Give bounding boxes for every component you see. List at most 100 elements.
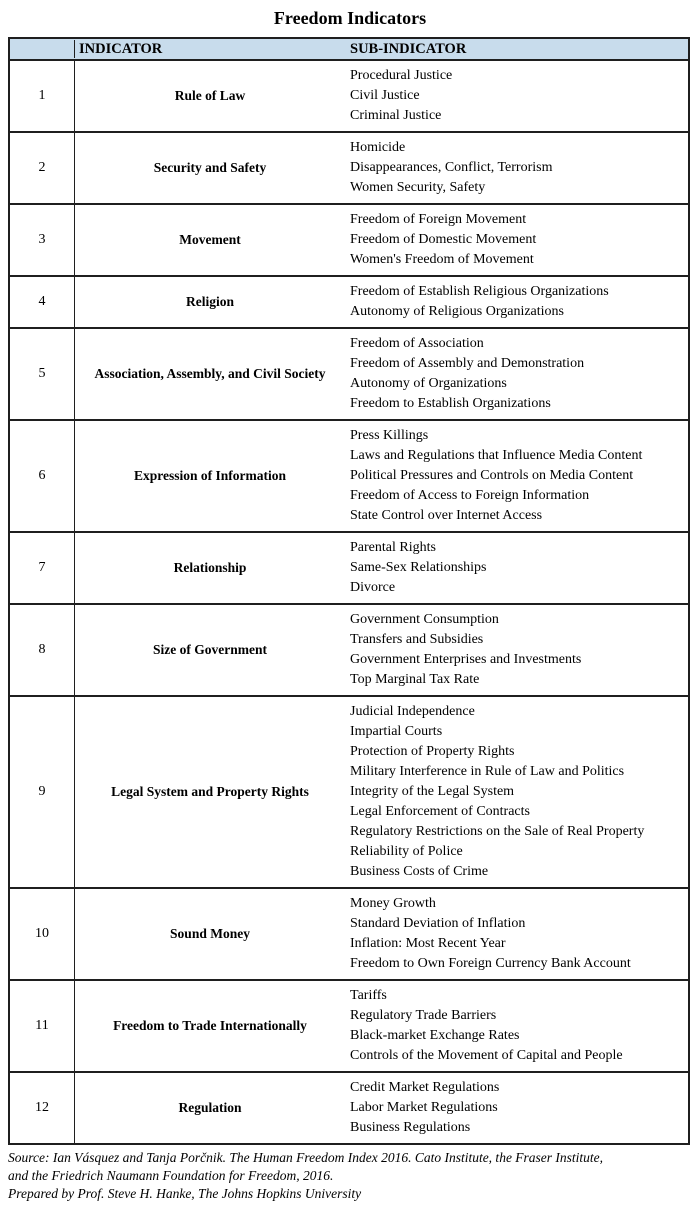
sub-indicator-cell: Freedom of Association Freedom of Assembl… <box>345 329 688 419</box>
sub-indicator-item: Freedom of Domestic Movement <box>350 232 537 247</box>
sub-indicator-item: Judicial Independence <box>350 704 475 719</box>
sub-indicator-item: Same-Sex Relationships <box>350 560 487 575</box>
sub-indicator-item: Controls of the Movement of Capital and … <box>350 1048 623 1063</box>
indicator-cell: Association, Assembly, and Civil Society <box>94 366 326 381</box>
indicator-cell: Expression of Information <box>133 468 286 483</box>
sub-indicator-item: Women Security, Safety <box>350 180 486 195</box>
sub-indicator-item: Transfers and Subsidies <box>350 632 484 647</box>
table-row: 10 Sound Money Money Growth Standard Deviat… <box>10 889 688 981</box>
sub-indicator-cell: Money Growth Standard Deviation of Inflat… <box>345 889 688 979</box>
table-row: 8 Size of Government Government Consumptio… <box>10 605 688 697</box>
sub-indicator-item: Procedural Justice <box>350 68 453 83</box>
row-number: 11 <box>10 981 75 1071</box>
sub-indicator-item: Military Interference in Rule of Law and… <box>350 764 625 779</box>
sub-indicator-cell: Press Killings Laws and Regulations that … <box>345 421 688 531</box>
indicator-cell: Freedom to Trade Internationally <box>113 1018 307 1033</box>
prepared-by-note: Prepared by Prof. Steve H. Hanke, The Jo… <box>8 1186 362 1201</box>
sub-indicator-item: Standard Deviation of Inflation <box>350 916 526 931</box>
table-row: 4 Religion Freedom of Establish Religious … <box>10 277 688 329</box>
header-number-cell <box>10 40 75 58</box>
row-number: 9 <box>10 697 75 887</box>
sub-indicator-cell: Government Consumption Transfers and Subs… <box>345 605 688 695</box>
table-row: 7 Relationship Parental Rights Same-Sex Rel… <box>10 533 688 605</box>
table-body: 1 Rule of Law Procedural Justice Civil Just… <box>10 61 688 1143</box>
sub-indicator-item: Disappearances, Conflict, Terrorism <box>350 160 553 175</box>
header-sub-indicator-cell: SUB-INDICATOR <box>350 41 467 57</box>
indicator-cell: Relationship <box>173 560 247 575</box>
indicator-cell: Legal System and Property Rights <box>111 784 309 799</box>
sub-indicator-item: Press Killings <box>350 428 429 443</box>
sub-indicator-item: Labor Market Regulations <box>350 1100 498 1115</box>
sub-indicator-item: Regulatory Trade Barriers <box>350 1008 497 1023</box>
sub-indicator-item: Autonomy of Religious Organizations <box>350 304 564 319</box>
sub-indicator-item: Business Costs of Crime <box>350 864 489 879</box>
sub-indicator-item: Freedom of Foreign Movement <box>350 212 527 227</box>
sub-indicator-item: Black-market Exchange Rates <box>350 1028 520 1043</box>
sub-indicator-item: Freedom of Access to Foreign Information <box>350 488 590 503</box>
sub-indicator-item: Autonomy of Organizations <box>350 376 507 391</box>
sub-indicator-item: Integrity of the Legal System <box>350 784 515 799</box>
table-header-row: INDICATOR SUB-INDICATOR <box>10 39 688 61</box>
sub-indicator-item: Freedom to Establish Organizations <box>350 396 551 411</box>
indicator-cell: Regulation <box>178 1100 242 1115</box>
indicator-cell: Size of Government <box>153 642 267 657</box>
sub-indicator-cell: Procedural Justice Civil Justice Criminal … <box>345 61 688 131</box>
row-number: 12 <box>10 1073 75 1143</box>
table-row: 1 Rule of Law Procedural Justice Civil Just… <box>10 61 688 133</box>
indicator-cell: Security and Safety <box>153 160 267 175</box>
table-row: 3 Movement Freedom of Foreign Movement Free… <box>10 205 688 277</box>
sub-indicator-item: Criminal Justice <box>350 108 442 123</box>
sub-indicator-item: Freedom of Association <box>350 336 484 351</box>
row-number: 5 <box>10 329 75 419</box>
table-row: 11 Freedom to Trade Internationally Tariff… <box>10 981 688 1073</box>
sub-indicator-item: Inflation: Most Recent Year <box>350 936 506 951</box>
row-number: 10 <box>10 889 75 979</box>
source-note-line-1: Source: Ian Vásquez and Tanja Porčnik. T… <box>8 1150 604 1165</box>
sub-indicator-item: State Control over Internet Access <box>350 508 543 523</box>
sub-indicator-cell: Tariffs Regulatory Trade Barriers Black-ma… <box>345 981 688 1071</box>
sub-indicator-item: Top Marginal Tax Rate <box>350 672 480 687</box>
footer: Source: Ian Vásquez and Tanja Porčnik. T… <box>8 1149 692 1203</box>
page-title: Freedom Indicators <box>273 8 427 28</box>
sub-indicator-cell: Credit Market Regulations Labor Market Re… <box>345 1073 688 1143</box>
sub-indicator-item: Women's Freedom of Movement <box>350 252 534 267</box>
table-row: 2 Security and Safety Homicide Disappearanc… <box>10 133 688 205</box>
sub-indicator-item: Tariffs <box>350 988 387 1003</box>
sub-indicator-item: Money Growth <box>350 896 436 911</box>
sub-indicator-item: Legal Enforcement of Contracts <box>350 804 530 819</box>
sub-indicator-item: Homicide <box>350 140 406 155</box>
row-number: 4 <box>10 277 75 327</box>
row-number: 6 <box>10 421 75 531</box>
sub-indicator-item: Regulatory Restrictions on the Sale of R… <box>350 824 645 839</box>
sub-indicator-cell: Judicial Independence Impartial Courts Pro… <box>345 697 688 887</box>
header-indicator-cell: INDICATOR <box>79 41 163 57</box>
table-row: 5 Association, Assembly, and Civil Societ… <box>10 329 688 421</box>
sub-indicator-item: Credit Market Regulations <box>350 1080 500 1095</box>
indicator-cell: Rule of Law <box>174 88 246 103</box>
sub-indicator-item: Government Consumption <box>350 612 499 627</box>
sub-indicator-item: Government Enterprises and Investments <box>350 652 582 667</box>
row-number: 3 <box>10 205 75 275</box>
indicator-cell: Movement <box>179 232 241 247</box>
sub-indicator-item: Divorce <box>350 580 396 595</box>
sub-indicator-item: Freedom to Own Foreign Currency Bank Acc… <box>350 956 631 971</box>
indicator-cell: Religion <box>185 294 234 309</box>
sub-indicator-item: Reliability of Police <box>350 844 463 859</box>
sub-indicator-cell: Homicide Disappearances, Conflict, Terror… <box>345 133 688 203</box>
row-number: 1 <box>10 61 75 131</box>
sub-indicator-cell: Parental Rights Same-Sex Relationships Div… <box>345 533 688 603</box>
sub-indicator-cell: Freedom of Foreign Movement Freedom of Do… <box>345 205 688 275</box>
sub-indicator-item: Civil Justice <box>350 88 420 103</box>
indicator-cell: Sound Money <box>170 926 250 941</box>
row-number: 2 <box>10 133 75 203</box>
sub-indicator-item: Political Pressures and Controls on Medi… <box>350 468 634 483</box>
sub-indicator-item: Protection of Property Rights <box>350 744 515 759</box>
sub-indicator-cell: Freedom of Establish Religious Organizat… <box>345 277 688 327</box>
sub-indicator-item: Laws and Regulations that Influence Medi… <box>350 448 643 463</box>
sub-indicator-item: Parental Rights <box>350 540 436 555</box>
source-note-line-2: and the Friedrich Naumann Foundation for… <box>8 1168 334 1183</box>
sub-indicator-item: Freedom of Establish Religious Organizat… <box>350 284 609 299</box>
sub-indicator-item: Impartial Courts <box>350 724 443 739</box>
sub-indicator-item: Freedom of Assembly and Demonstration <box>350 356 585 371</box>
row-number: 7 <box>10 533 75 603</box>
